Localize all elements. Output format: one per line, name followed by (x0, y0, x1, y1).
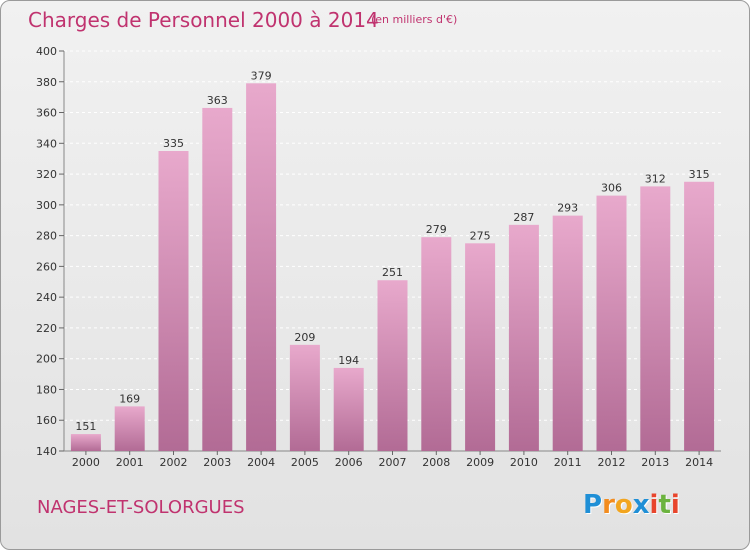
y-tick-label: 320 (36, 168, 57, 181)
x-tick-label-2008: 2008 (422, 456, 450, 469)
x-tick-label-2006: 2006 (335, 456, 363, 469)
value-label-2007: 251 (382, 266, 403, 279)
y-tick-label: 240 (36, 291, 57, 304)
value-labels: 151 169 335 363 379 209 194 251 279 275 287 293 306 3… (75, 69, 709, 433)
value-label-2002: 335 (163, 137, 184, 150)
x-tick-label-2009: 2009 (466, 456, 494, 469)
value-label-2004: 379 (251, 69, 272, 82)
value-label-2008: 279 (426, 223, 447, 236)
value-label-2009: 275 (470, 229, 491, 242)
value-label-2014: 315 (689, 168, 710, 181)
value-label-2003: 363 (207, 94, 228, 107)
x-tick-label-2014: 2014 (685, 456, 713, 469)
bar-2005 (289, 344, 320, 451)
y-tick-label: 200 (36, 353, 57, 366)
bar-2014 (684, 181, 715, 451)
y-tick-label: 140 (36, 445, 57, 458)
bar-2001 (114, 406, 145, 451)
chart-unit: (en milliers d'€) (371, 13, 458, 26)
x-tick-label-2002: 2002 (160, 456, 188, 469)
x-tick-label-2013: 2013 (641, 456, 669, 469)
bar-2012 (596, 195, 627, 451)
bar-2011 (552, 215, 583, 451)
logo-letter: r (602, 490, 615, 520)
y-tick-label: 300 (36, 199, 57, 212)
logo-letter: o (614, 490, 633, 520)
x-tick-label-2011: 2011 (554, 456, 582, 469)
bar-2000 (70, 434, 101, 451)
bars (70, 83, 715, 452)
y-tick-label: 280 (36, 230, 57, 243)
y-tick-label: 360 (36, 107, 57, 120)
value-label-2013: 312 (645, 172, 666, 185)
x-axis-ticks: 2000 2001 2002 2003 2004 2005 2006 2007 2008 2009… (72, 451, 713, 469)
bar-2008 (421, 237, 452, 451)
x-tick-label-2000: 2000 (72, 456, 100, 469)
bar-2004 (246, 83, 277, 452)
y-tick-label: 220 (36, 322, 57, 335)
logo-letter: t (658, 490, 671, 520)
y-tick-label: 380 (36, 76, 57, 89)
value-label-2006: 194 (338, 354, 359, 367)
logo-letter: i (670, 490, 680, 520)
x-tick-label-2003: 2003 (203, 456, 231, 469)
logo-letter: P (583, 490, 603, 520)
y-axis-ticks: 140 160 180 200 220 240 260 280 300 320 340 360 380 4… (36, 45, 64, 458)
commune-name: NAGES-ET-SOLORGUES (37, 497, 245, 518)
y-tick-label: 160 (36, 414, 57, 427)
value-label-2000: 151 (75, 420, 96, 433)
x-tick-label-2007: 2007 (379, 456, 407, 469)
y-tick-label: 180 (36, 383, 57, 396)
value-label-2005: 209 (294, 331, 315, 344)
x-tick-label-2005: 2005 (291, 456, 319, 469)
y-tick-label: 400 (36, 45, 57, 58)
y-tick-label: 340 (36, 137, 57, 150)
logo-letter: x (632, 490, 650, 520)
x-tick-label-2004: 2004 (247, 456, 275, 469)
value-label-2012: 306 (601, 182, 622, 195)
x-tick-label-2001: 2001 (116, 456, 144, 469)
logo-letter: i (649, 490, 659, 520)
bar-2003 (202, 107, 233, 451)
bar-2007 (377, 280, 408, 451)
y-tick-label: 260 (36, 260, 57, 273)
bar-2009 (465, 243, 496, 451)
proxiti-logo: Proxiti (583, 490, 680, 520)
bar-2006 (333, 367, 364, 451)
bar-2002 (158, 151, 189, 451)
chart-title: Charges de Personnel 2000 à 2014 (28, 8, 379, 32)
bar-2013 (640, 186, 671, 451)
value-label-2011: 293 (557, 202, 578, 215)
value-label-2001: 169 (119, 392, 140, 405)
bar-2010 (508, 224, 539, 451)
x-tick-label-2012: 2012 (598, 456, 626, 469)
x-tick-label-2010: 2010 (510, 456, 538, 469)
value-label-2010: 287 (513, 211, 534, 224)
